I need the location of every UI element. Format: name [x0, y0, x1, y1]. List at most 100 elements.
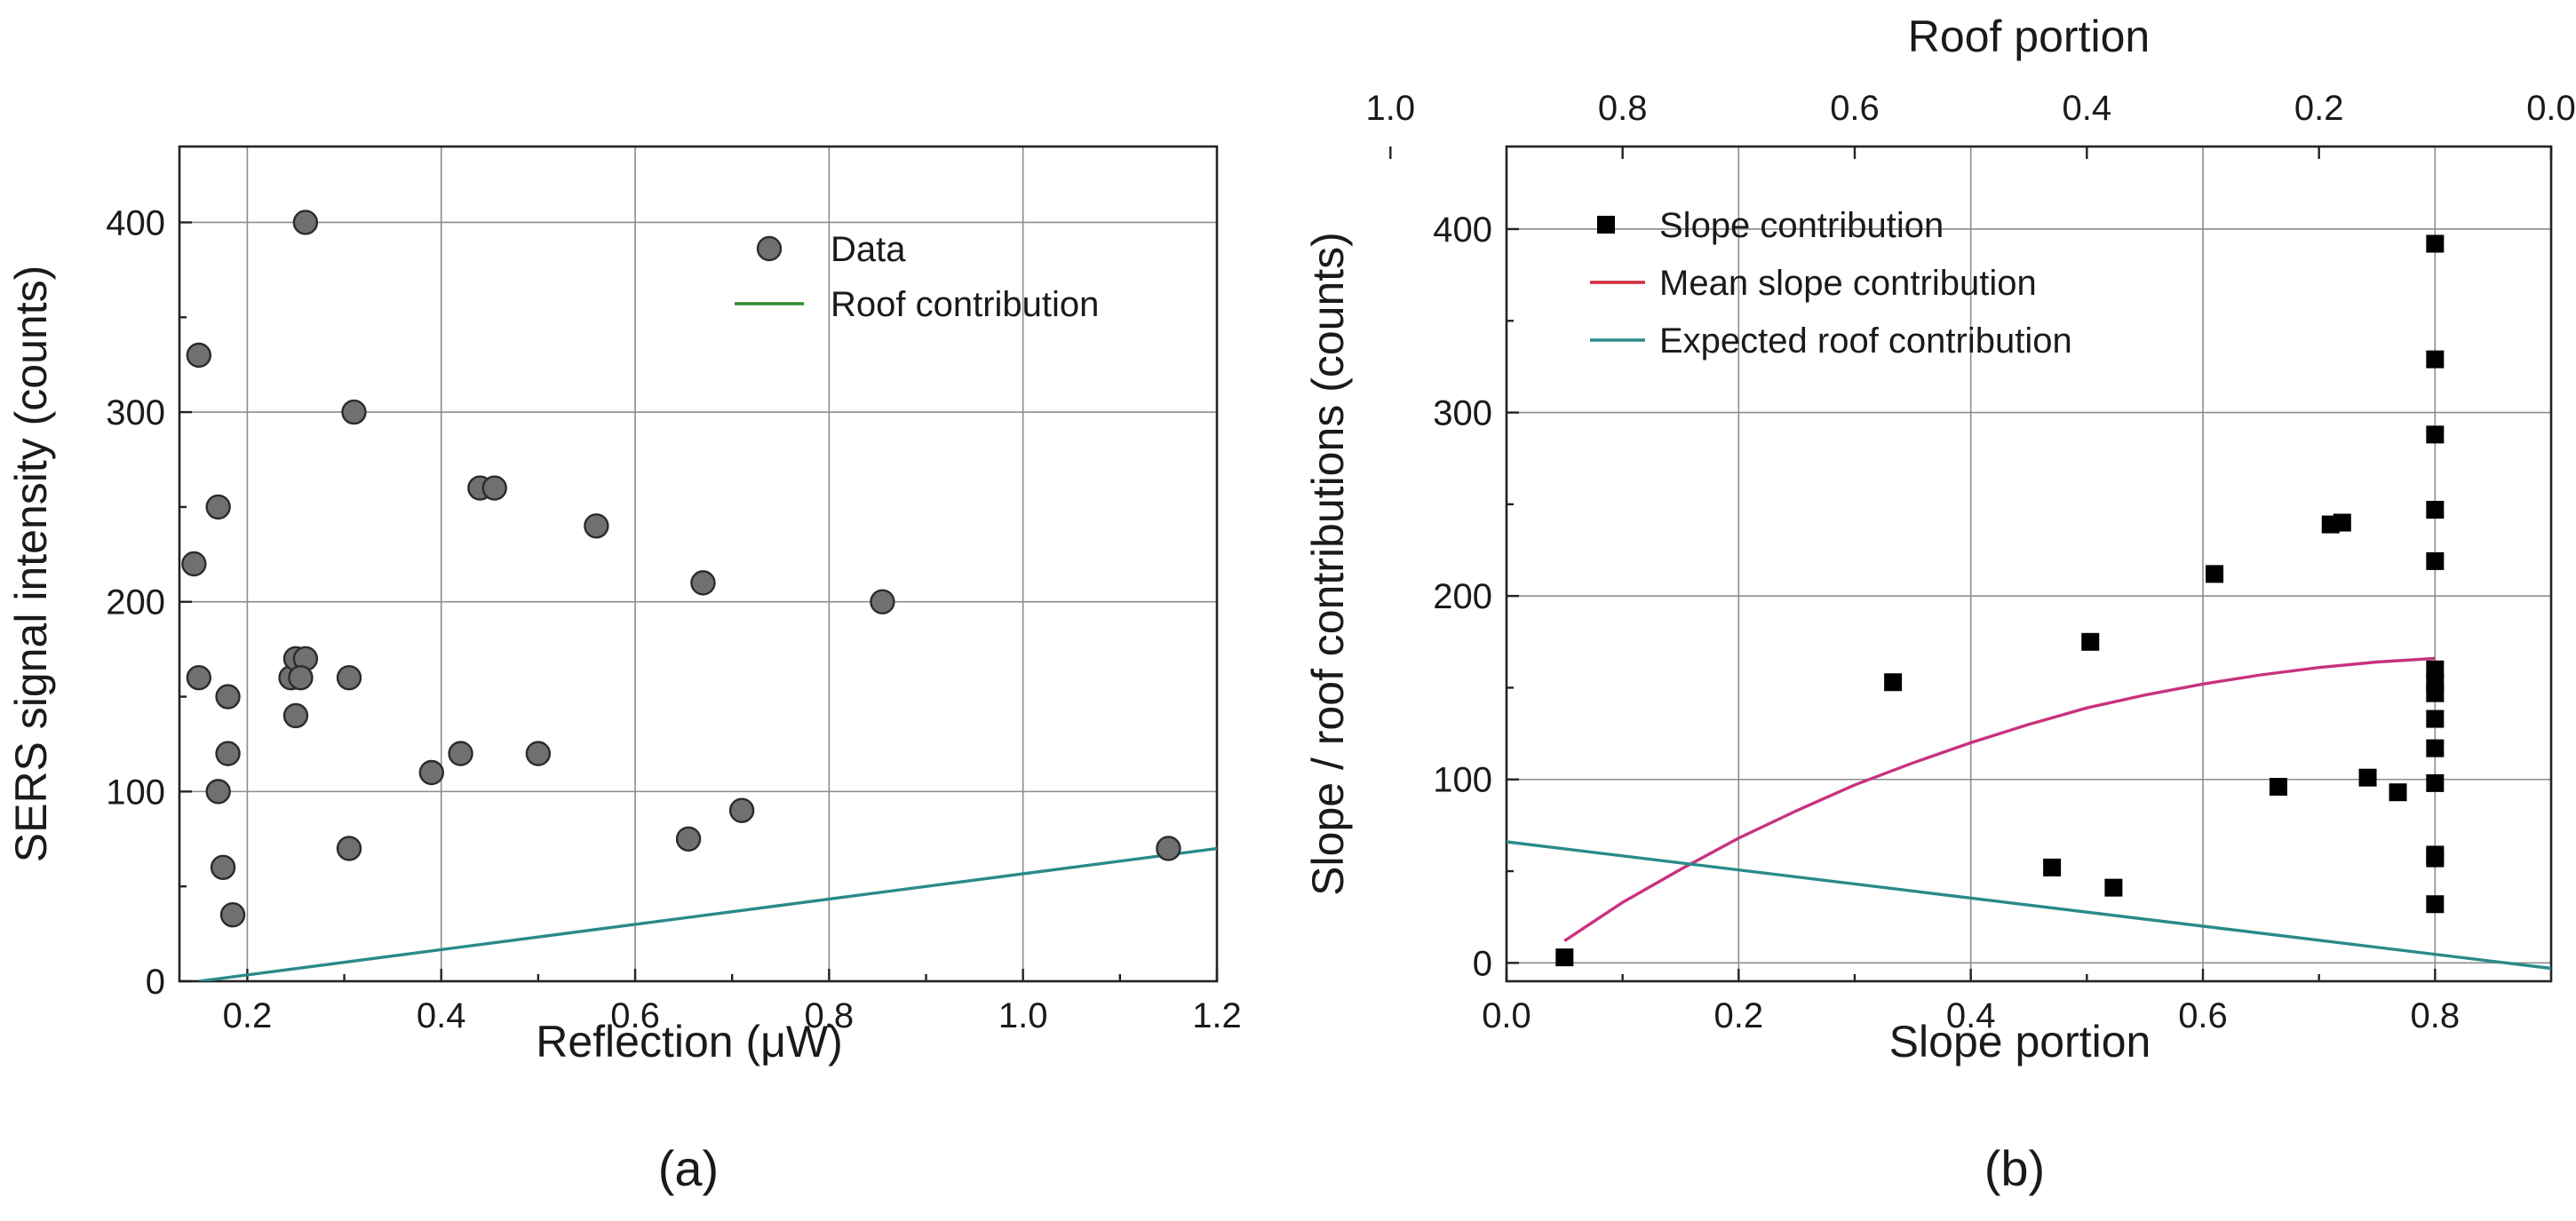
x-tick-label: 0.8: [805, 996, 855, 1035]
data-point: [336, 664, 362, 691]
data-point: [870, 589, 895, 614]
x2-tick-label: 0.2: [2294, 89, 2344, 128]
x-axis-title: Slope portion: [1889, 1017, 2151, 1066]
data-point: [1555, 948, 1574, 967]
legend-label: Data: [831, 230, 906, 269]
series-line-mean-slope-contribution: [1563, 656, 2436, 942]
data-point: [2389, 783, 2407, 802]
data-point: [1884, 673, 1903, 692]
data-point: [2426, 350, 2445, 369]
x2-tick-label: 0.0: [2526, 89, 2576, 128]
legend-label: Roof contribution: [831, 285, 1099, 324]
data-point: [2269, 778, 2287, 797]
data-point: [205, 779, 231, 805]
legend-label: Mean slope contribution: [1659, 264, 2037, 303]
data-point: [336, 836, 362, 861]
data-point: [186, 342, 212, 369]
data-point: [2426, 710, 2445, 728]
x2-tick-label: 0.4: [2063, 89, 2112, 128]
x-tick-label: 0.4: [1946, 996, 1996, 1035]
series-line-expected-roof-contribution: [1507, 840, 2551, 971]
data-point: [2043, 858, 2062, 876]
data-point: [341, 399, 367, 425]
x-tick-label: 1.2: [1192, 996, 1242, 1035]
y-tick-label: 0: [146, 963, 165, 1002]
legend: Data Roof contribution: [735, 230, 1099, 324]
data-point: [2333, 513, 2351, 532]
y-tick-label: 0: [1473, 944, 1492, 983]
y-tick-label: 400: [1433, 210, 1492, 250]
y-tick-label: 400: [106, 203, 165, 242]
data-point: [448, 741, 473, 766]
data-point: [292, 210, 319, 235]
data-point: [181, 551, 207, 577]
y-tick-label: 100: [106, 773, 165, 812]
data-point: [2206, 565, 2224, 583]
x-tick-label: 0.6: [2178, 996, 2228, 1035]
x2-tick-label: 0.8: [1598, 89, 1648, 128]
data-point: [210, 854, 236, 881]
y-axis-title: Slope / roof contributions (counts): [1303, 232, 1353, 896]
data-point: [215, 741, 241, 766]
x-tick-label: 0.2: [1714, 996, 1764, 1035]
data-point: [2426, 895, 2445, 914]
data-point: [690, 570, 716, 596]
legend-label: Expected roof contribution: [1659, 321, 2072, 361]
plot-frame: [178, 145, 1219, 983]
x-tick-label: 0.4: [417, 996, 466, 1035]
x-tick-label: 0.8: [2411, 996, 2461, 1035]
legend-label: Slope contribution: [1659, 206, 1944, 245]
data-point: [2426, 739, 2445, 757]
data-point: [2426, 849, 2445, 868]
x-tick-label: 0.2: [223, 996, 273, 1035]
data-point: [288, 664, 314, 691]
legend: Slope contribution Mean slope contributio…: [1590, 206, 2072, 361]
y-tick-label: 200: [106, 583, 165, 622]
data-point: [2426, 425, 2445, 444]
data-point: [2358, 768, 2377, 787]
series-line-roof-contribution: [198, 846, 1217, 981]
data-point: [2081, 632, 2100, 651]
data-point: [205, 494, 231, 520]
y-tick-label: 200: [1433, 577, 1492, 616]
data-point: [2426, 551, 2445, 570]
x-axis-title: Reflection (μW): [536, 1017, 843, 1066]
markers: [181, 210, 1181, 928]
x-tick-label: 1.0: [998, 996, 1048, 1035]
legend-marker: [756, 235, 783, 262]
data-point: [186, 664, 212, 691]
plot-area: [1507, 656, 2551, 971]
chart-b: 0.0 0.2 0.4 0.6 0.8 0 100 200 300 400 1.0 0.8 0.6 0.4…: [1303, 12, 2576, 1196]
x-tick-label: 0.6: [610, 996, 660, 1035]
data-point: [481, 475, 507, 501]
data-point: [525, 741, 552, 766]
data-point: [1156, 836, 1181, 861]
y-tick-label: 300: [106, 393, 165, 432]
panel-label: (b): [1984, 1140, 2045, 1196]
data-point: [2426, 773, 2445, 792]
data-point: [219, 902, 246, 928]
x2-tick-label: 0.6: [1830, 89, 1880, 128]
y-tick-label: 100: [1433, 761, 1492, 800]
data-point: [584, 513, 609, 539]
plot-area: [198, 846, 1217, 981]
plot-frame: [1505, 145, 2553, 983]
y-tick-label: 300: [1433, 394, 1492, 433]
data-point: [2426, 234, 2445, 253]
markers: [1555, 234, 2445, 967]
chart-a: 0.2 0.4 0.6 0.8 1.0 1.2 0 100 200 300 400 Reflectio…: [6, 145, 1242, 1196]
data-point: [2104, 878, 2123, 897]
data-point: [2426, 684, 2445, 702]
data-point: [675, 826, 702, 852]
x2-axis-title: Roof portion: [1908, 12, 2150, 61]
y-axis-title: SERS signal intensity (counts): [6, 266, 56, 863]
legend-marker: [1597, 216, 1615, 234]
data-point: [418, 759, 445, 786]
data-point: [282, 702, 309, 729]
x-tick-label: 0.0: [1482, 996, 1531, 1035]
x2-tick-label: 1.0: [1366, 89, 1416, 128]
panel-label: (a): [658, 1140, 719, 1196]
data-point: [728, 797, 755, 823]
data-point: [2426, 501, 2445, 519]
